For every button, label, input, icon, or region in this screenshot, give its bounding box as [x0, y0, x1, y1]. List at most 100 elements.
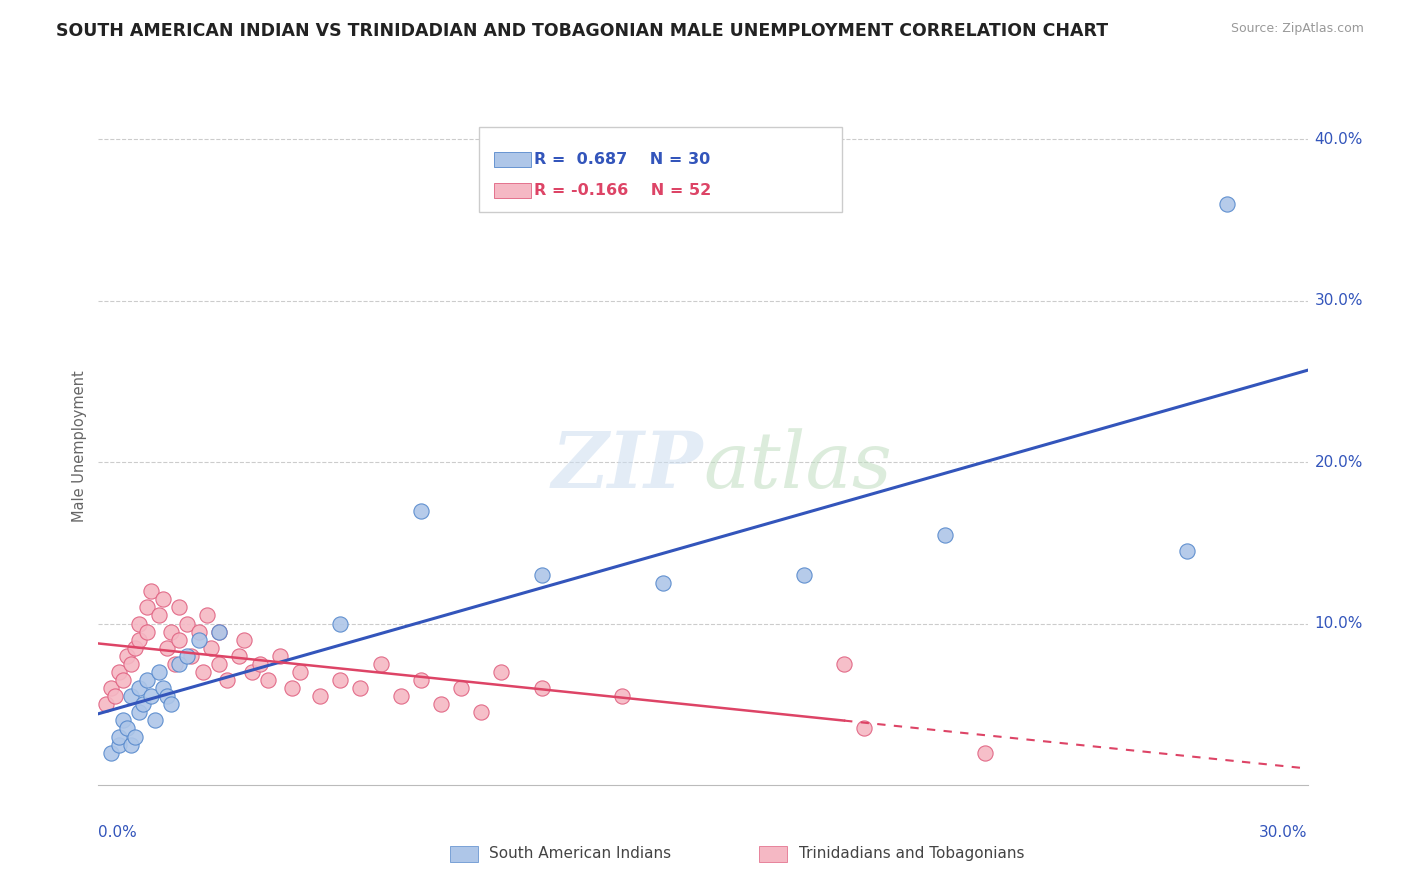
Point	[195, 608, 218, 623]
Text: atlas: atlas	[703, 428, 891, 505]
Y-axis label: Male Unemployment: Male Unemployment	[72, 370, 87, 522]
Text: SOUTH AMERICAN INDIAN VS TRINIDADIAN AND TOBAGONIAN MALE UNEMPLOYMENT CORRELATIO: SOUTH AMERICAN INDIAN VS TRINIDADIAN AND…	[56, 22, 1108, 40]
Point	[470, 706, 492, 720]
Text: Source: ZipAtlas.com: Source: ZipAtlas.com	[1230, 22, 1364, 36]
Point	[156, 640, 179, 655]
Point	[1175, 544, 1198, 558]
Point	[256, 673, 278, 687]
Text: Trinidadians and Tobagonians: Trinidadians and Tobagonians	[799, 847, 1024, 861]
Point	[111, 714, 134, 728]
Point	[96, 698, 118, 712]
Point	[1216, 197, 1239, 211]
Point	[176, 648, 198, 663]
Point	[430, 698, 453, 712]
Point	[160, 698, 183, 712]
Point	[120, 738, 142, 752]
Point	[148, 665, 170, 679]
Text: R =  0.687    N = 30: R = 0.687 N = 30	[534, 152, 710, 167]
Point	[612, 689, 634, 703]
Point	[124, 640, 146, 655]
Point	[281, 681, 304, 695]
Point	[143, 714, 166, 728]
Point	[128, 632, 150, 647]
Point	[124, 730, 146, 744]
Point	[128, 706, 150, 720]
Text: South American Indians: South American Indians	[489, 847, 672, 861]
Point	[228, 648, 250, 663]
Point	[115, 722, 138, 736]
Point	[530, 568, 553, 582]
Point	[188, 624, 211, 639]
Point	[107, 730, 129, 744]
Point	[329, 616, 352, 631]
Point	[832, 657, 855, 671]
Point	[974, 746, 997, 760]
Point	[240, 665, 263, 679]
Point	[208, 624, 231, 639]
Point	[288, 665, 311, 679]
Point	[934, 528, 956, 542]
Point	[370, 657, 392, 671]
Point	[180, 648, 202, 663]
Point	[349, 681, 371, 695]
Point	[135, 673, 157, 687]
Point	[208, 624, 231, 639]
FancyBboxPatch shape	[479, 128, 842, 212]
Point	[152, 681, 174, 695]
Text: 0.0%: 0.0%	[98, 825, 138, 840]
Point	[793, 568, 815, 582]
Point	[103, 689, 125, 703]
Point	[167, 600, 190, 615]
Point	[208, 657, 231, 671]
Point	[120, 689, 142, 703]
Point	[269, 648, 291, 663]
Point	[329, 673, 352, 687]
Point	[160, 624, 183, 639]
Point	[107, 665, 129, 679]
Point	[200, 640, 222, 655]
Point	[135, 624, 157, 639]
Point	[107, 738, 129, 752]
Point	[530, 681, 553, 695]
Point	[115, 648, 138, 663]
Point	[176, 616, 198, 631]
Point	[152, 592, 174, 607]
Text: 30.0%: 30.0%	[1260, 825, 1308, 840]
Point	[139, 689, 162, 703]
Point	[651, 576, 673, 591]
Point	[193, 665, 215, 679]
FancyBboxPatch shape	[494, 153, 531, 167]
Point	[450, 681, 472, 695]
Point	[163, 657, 186, 671]
Text: R = -0.166    N = 52: R = -0.166 N = 52	[534, 184, 711, 198]
Point	[132, 698, 155, 712]
Text: 40.0%: 40.0%	[1315, 132, 1362, 147]
Point	[389, 689, 412, 703]
Point	[128, 616, 150, 631]
Point	[135, 600, 157, 615]
Text: 30.0%: 30.0%	[1315, 293, 1362, 309]
Point	[148, 608, 170, 623]
Point	[139, 584, 162, 599]
Point	[167, 632, 190, 647]
Text: 20.0%: 20.0%	[1315, 455, 1362, 470]
Point	[100, 681, 122, 695]
Point	[232, 632, 254, 647]
FancyBboxPatch shape	[494, 184, 531, 198]
Point	[111, 673, 134, 687]
Point	[100, 746, 122, 760]
Point	[156, 689, 179, 703]
Point	[217, 673, 239, 687]
Text: 10.0%: 10.0%	[1315, 616, 1362, 631]
Point	[309, 689, 332, 703]
Point	[120, 657, 142, 671]
Text: ZIP: ZIP	[551, 428, 703, 505]
Point	[249, 657, 271, 671]
Point	[188, 632, 211, 647]
Point	[128, 681, 150, 695]
Point	[853, 722, 876, 736]
Point	[491, 665, 513, 679]
Point	[409, 503, 432, 517]
Point	[409, 673, 432, 687]
Point	[167, 657, 190, 671]
